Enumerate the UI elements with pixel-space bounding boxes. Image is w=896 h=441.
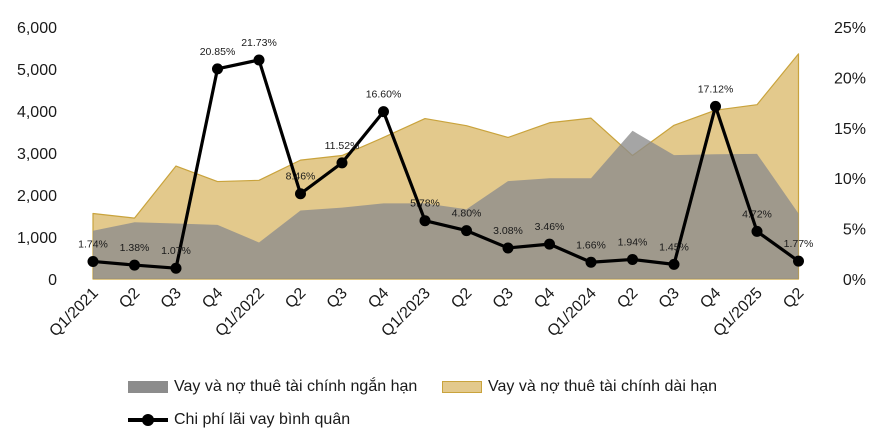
interest-data-label: 3.46% xyxy=(535,221,565,233)
interest-data-label: 8.46% xyxy=(286,171,316,183)
left-axis-tick-label: 1,000 xyxy=(17,230,57,247)
right-axis-ticks: 0% 5% 10% 15% 20% 25% xyxy=(834,20,866,289)
interest-data-label: 1.66% xyxy=(576,239,606,251)
interest-data-label: 1.38% xyxy=(120,242,150,254)
left-axis-tick-label: 3,000 xyxy=(17,146,57,163)
right-axis-tick-label: 25% xyxy=(834,20,866,37)
interest-data-label: 1.94% xyxy=(618,236,648,248)
interest-point xyxy=(793,255,804,267)
short-term-area xyxy=(93,130,799,279)
interest-point xyxy=(710,100,721,112)
interest-data-label: 5.78% xyxy=(410,198,440,210)
left-axis-tick-label: 6,000 xyxy=(17,20,57,37)
legend-swatch-short-term xyxy=(128,381,168,393)
left-axis-tick-label: 2,000 xyxy=(17,188,57,205)
x-axis-tick-label: Q2 xyxy=(614,285,641,312)
interest-point xyxy=(461,225,472,237)
interest-data-label: 11.52% xyxy=(325,140,360,152)
right-axis-tick-label: 0% xyxy=(843,272,866,289)
short-term-area-group xyxy=(93,130,799,279)
interest-point xyxy=(502,242,514,254)
interest-point xyxy=(627,253,638,265)
left-axis-tick-label: 4,000 xyxy=(17,104,57,121)
interest-point xyxy=(751,225,763,237)
legend-item-interest: Chi phí lãi vay bình quân xyxy=(128,411,350,429)
interest-data-label: 20.85% xyxy=(200,46,236,58)
x-axis-tick-label: Q1/2021 xyxy=(46,285,101,340)
interest-data-label: 3.08% xyxy=(493,225,523,237)
x-axis-tick-label: Q2 xyxy=(282,285,309,312)
right-axis-tick-label: 20% xyxy=(834,70,866,87)
x-axis-tick-label: Q2 xyxy=(116,285,143,312)
x-axis-tick-label: Q3 xyxy=(158,285,185,312)
interest-line xyxy=(92,58,800,270)
interest-data-label: 4.80% xyxy=(452,208,482,220)
interest-point xyxy=(129,259,140,271)
right-axis-tick-label: 5% xyxy=(843,222,866,239)
interest-point xyxy=(295,188,306,200)
x-axis-tick-label: Q3 xyxy=(656,285,683,312)
interest-point xyxy=(170,262,182,274)
left-axis-tick-label: 5,000 xyxy=(17,62,57,79)
x-axis-tick-label: Q3 xyxy=(490,285,517,312)
x-axis-tick-label: Q2 xyxy=(780,285,807,312)
interest-line-group xyxy=(87,54,804,274)
legend-swatch-interest xyxy=(128,413,168,427)
legend-swatch-long-term xyxy=(442,381,482,393)
interest-data-label: 1.45% xyxy=(659,241,689,253)
interest-point xyxy=(668,258,680,270)
interest-point xyxy=(419,215,431,227)
interest-data-label: 17.12% xyxy=(698,83,734,95)
legend-label-interest: Chi phí lãi vay bình quân xyxy=(174,411,351,428)
interest-data-label: 4.72% xyxy=(742,208,772,220)
interest-point xyxy=(212,63,223,75)
x-axis-tick-label: Q4 xyxy=(365,285,392,312)
interest-point xyxy=(378,106,389,118)
right-axis-tick-label: 15% xyxy=(834,121,866,138)
left-axis-ticks: 0 1,000 2,000 3,000 4,000 5,000 6,000 xyxy=(17,20,57,289)
right-axis-tick-label: 10% xyxy=(834,171,866,188)
x-axis-tick-label: Q2 xyxy=(448,285,475,312)
legend-label-short-term: Vay và nợ thuê tài chính ngắn hạn xyxy=(174,378,418,395)
interest-data-label: 1.07% xyxy=(161,245,191,257)
legend-item-long-term: Vay và nợ thuê tài chính dài hạn xyxy=(442,378,717,396)
x-axis-tick-label: Q4 xyxy=(697,285,724,312)
data-label-group: 1.74% 1.38% 1.07% 20.85% 21.73% 8.46% 11.52% 16… xyxy=(78,37,813,257)
interest-data-label: 1.74% xyxy=(78,238,108,250)
interest-point xyxy=(585,256,597,268)
interest-data-label: 1.77% xyxy=(784,238,814,250)
x-axis-tick-label: Q4 xyxy=(531,285,558,312)
interest-data-label: 21.73% xyxy=(241,37,277,49)
x-axis-tick-label: Q4 xyxy=(199,285,226,312)
interest-point xyxy=(87,255,99,267)
interest-point xyxy=(544,238,555,250)
interest-point xyxy=(253,54,265,66)
interest-data-label: 16.60% xyxy=(366,89,402,101)
interest-point xyxy=(336,157,348,169)
x-axis-tick-label: Q3 xyxy=(324,285,351,312)
legend-label-long-term: Vay và nợ thuê tài chính dài hạn xyxy=(488,378,718,395)
left-axis-tick-label: 0 xyxy=(48,272,57,289)
legend-item-short-term: Vay và nợ thuê tài chính ngắn hạn xyxy=(128,378,417,396)
